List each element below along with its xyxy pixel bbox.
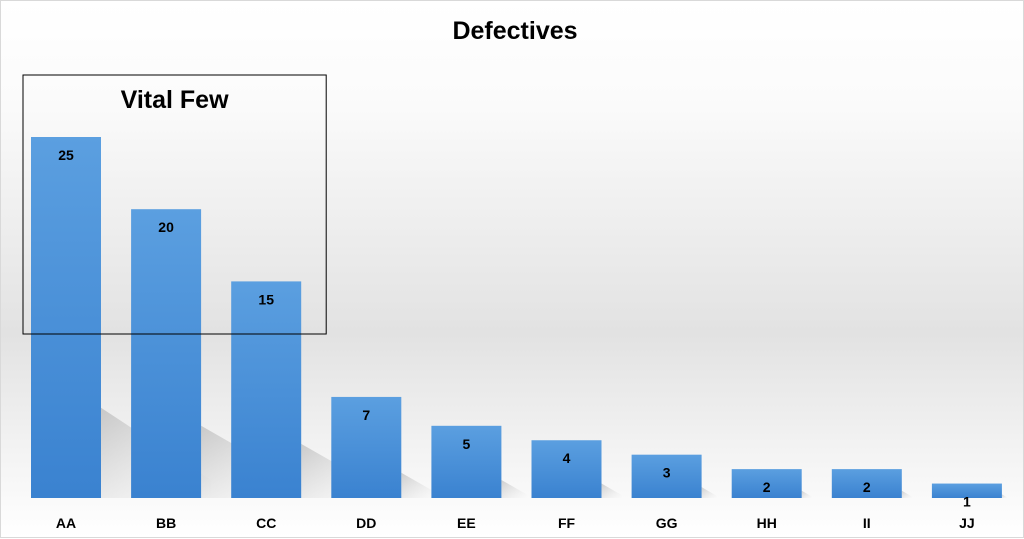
data-label-aa: 25 bbox=[58, 147, 74, 163]
x-tick-label-bb: BB bbox=[156, 515, 176, 531]
data-label-gg: 3 bbox=[663, 465, 671, 481]
bar-gg bbox=[631, 454, 702, 498]
bar-shadow-gg bbox=[701, 487, 717, 498]
bar-shadow-ii bbox=[901, 490, 912, 498]
data-label-jj: 1 bbox=[963, 494, 971, 510]
x-tick-label-cc: CC bbox=[256, 515, 276, 531]
bar-ii bbox=[831, 469, 902, 498]
data-label-cc: 15 bbox=[258, 291, 274, 307]
bar-shadow-dd bbox=[401, 472, 437, 498]
bar-shadow-hh bbox=[801, 490, 812, 498]
bar-dd bbox=[331, 396, 402, 498]
data-label-ff: 4 bbox=[563, 450, 571, 466]
bar-shadow-ff bbox=[601, 483, 622, 498]
bar-jj bbox=[931, 483, 1002, 498]
bar-shadow-ee bbox=[501, 479, 527, 498]
bar-shadow-jj bbox=[1001, 494, 1007, 498]
x-tick-label-jj: JJ bbox=[959, 515, 975, 531]
data-label-hh: 2 bbox=[763, 479, 771, 495]
bar-ff bbox=[531, 440, 602, 498]
annotations: Vital Few bbox=[22, 74, 327, 335]
x-tick-label-ff: FF bbox=[558, 515, 576, 531]
x-tick-label-aa: AA bbox=[56, 515, 76, 531]
x-tick-label-gg: GG bbox=[656, 515, 678, 531]
bar-aa bbox=[31, 137, 101, 498]
bar-hh bbox=[731, 469, 802, 498]
data-label-ee: 5 bbox=[463, 436, 471, 452]
x-tick-label-ee: EE bbox=[457, 515, 476, 531]
bar-bb bbox=[131, 209, 202, 498]
bars bbox=[31, 137, 1002, 498]
x-tick-label-ii: II bbox=[863, 515, 871, 531]
data-label-ii: 2 bbox=[863, 479, 871, 495]
bar-cc bbox=[231, 281, 302, 498]
annotation-box bbox=[22, 74, 327, 335]
data-labels: 25 20 15 7 5 4 3 2 2 1 bbox=[58, 147, 971, 510]
x-axis-tick-labels: AA BB CC DD EE FF GG HH II JJ bbox=[56, 515, 975, 531]
annotation-label: Vital Few bbox=[121, 86, 229, 114]
chart-title: Defectives bbox=[452, 17, 577, 45]
data-label-dd: 7 bbox=[362, 407, 370, 423]
data-label-bb: 20 bbox=[158, 219, 174, 235]
x-tick-label-dd: DD bbox=[356, 515, 376, 531]
bar-ee bbox=[431, 425, 502, 498]
x-tick-label-hh: HH bbox=[757, 515, 777, 531]
